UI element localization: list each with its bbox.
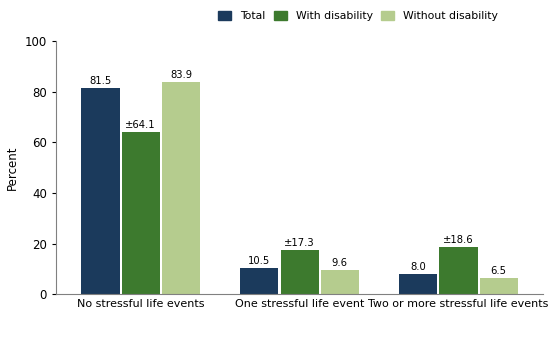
Bar — [321, 270, 359, 294]
Bar — [399, 274, 437, 294]
Y-axis label: Percent: Percent — [6, 145, 19, 190]
Bar — [81, 88, 119, 294]
Bar — [480, 278, 518, 294]
Bar — [122, 132, 160, 294]
Bar — [440, 247, 478, 294]
Text: ±17.3: ±17.3 — [284, 238, 315, 248]
Bar — [240, 267, 278, 294]
Legend: Total, With disability, Without disability: Total, With disability, Without disabili… — [218, 11, 498, 21]
Bar — [281, 250, 319, 294]
Text: ±64.1: ±64.1 — [125, 120, 156, 130]
Text: 9.6: 9.6 — [332, 258, 348, 268]
Bar — [162, 82, 200, 294]
Text: 8.0: 8.0 — [410, 262, 426, 272]
Text: 83.9: 83.9 — [170, 70, 192, 80]
Text: 6.5: 6.5 — [491, 266, 507, 276]
Text: 81.5: 81.5 — [90, 76, 111, 86]
Text: 10.5: 10.5 — [248, 255, 270, 265]
Text: ±18.6: ±18.6 — [443, 235, 474, 245]
